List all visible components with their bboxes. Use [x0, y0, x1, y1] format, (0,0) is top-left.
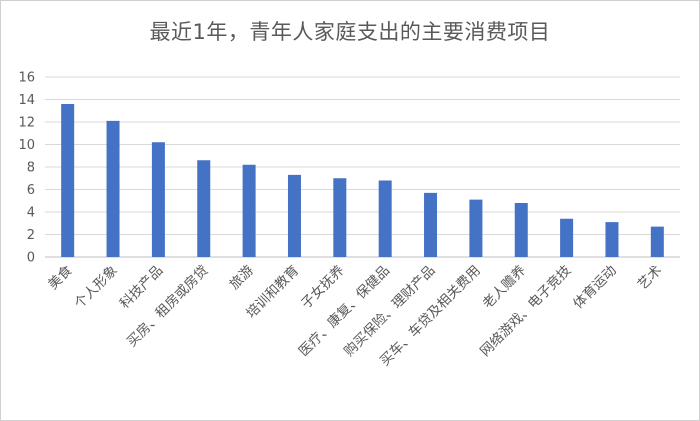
- bar: [514, 203, 528, 257]
- y-tick-label: 8: [27, 161, 35, 176]
- y-tick-label: 12: [18, 116, 35, 131]
- chart-title: 最近1年，青年人家庭支出的主要消费项目: [149, 20, 551, 44]
- bar: [151, 142, 165, 257]
- bar: [197, 160, 211, 257]
- y-tick-label: 2: [27, 228, 35, 243]
- x-category-label: 旅游: [227, 263, 257, 293]
- bar: [650, 226, 664, 257]
- bar: [287, 174, 301, 257]
- gridlines: [45, 76, 680, 258]
- x-category-label: 体育运动: [570, 263, 619, 312]
- bar: [242, 164, 256, 257]
- y-axis-ticks: 0 2 4 6 8 10 12 14 16: [18, 71, 35, 266]
- bar: [378, 180, 392, 257]
- y-tick-label: 10: [18, 138, 35, 153]
- y-tick-label: 6: [27, 183, 35, 198]
- y-tick-label: 16: [18, 71, 35, 86]
- y-tick-label: 14: [18, 93, 35, 108]
- bars: [61, 104, 664, 257]
- bar: [605, 222, 619, 257]
- x-category-label: 艺术: [635, 263, 665, 293]
- x-category-label: 买房、租房或房贷: [124, 263, 212, 351]
- bar: [106, 120, 120, 257]
- bar: [469, 199, 483, 257]
- bar: [333, 178, 347, 257]
- bar: [61, 104, 75, 257]
- y-tick-label: 4: [27, 206, 35, 221]
- y-tick-label: 0: [27, 251, 35, 266]
- x-category-label: 美食: [44, 261, 75, 292]
- bar: [560, 218, 574, 257]
- x-category-label: 个人形象: [71, 263, 120, 312]
- bar: [424, 192, 438, 257]
